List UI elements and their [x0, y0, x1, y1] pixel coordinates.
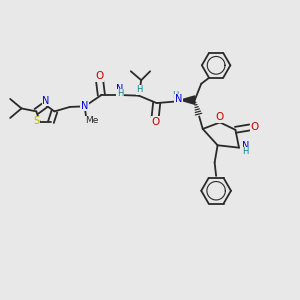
Polygon shape: [180, 96, 195, 104]
Text: N: N: [81, 101, 88, 111]
Text: N: N: [175, 94, 182, 104]
Text: O: O: [216, 112, 224, 122]
Text: Me: Me: [85, 116, 99, 125]
Text: N: N: [42, 96, 50, 106]
Text: H: H: [117, 89, 123, 98]
Text: N: N: [242, 142, 249, 152]
Text: O: O: [152, 117, 160, 127]
Text: H: H: [172, 91, 178, 100]
Text: S: S: [34, 116, 40, 126]
Text: N: N: [116, 84, 124, 94]
Text: O: O: [95, 71, 104, 81]
Text: O: O: [250, 122, 259, 132]
Text: H: H: [242, 147, 249, 156]
Text: H: H: [136, 85, 142, 94]
